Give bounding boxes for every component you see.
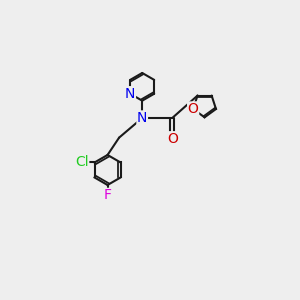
Text: F: F [103, 188, 112, 203]
Text: O: O [188, 102, 199, 116]
Text: O: O [167, 132, 178, 146]
Text: N: N [137, 111, 147, 125]
Text: N: N [125, 87, 135, 101]
Text: Cl: Cl [75, 155, 89, 170]
